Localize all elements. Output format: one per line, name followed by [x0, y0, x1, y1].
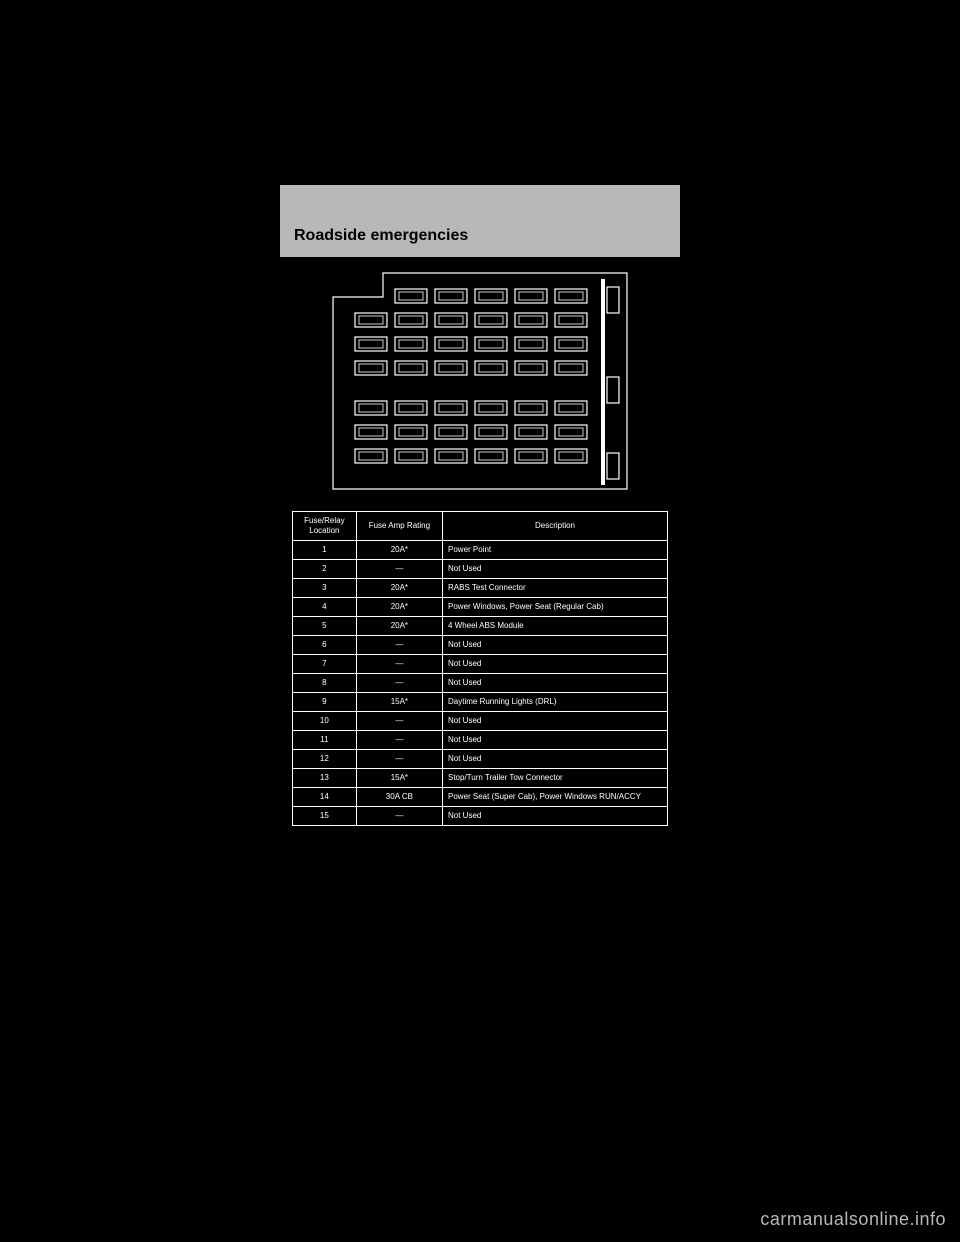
table-header-cell: Fuse Amp Rating	[356, 512, 442, 541]
table-cell: Not Used	[443, 750, 668, 769]
table-row: 15—Not Used	[293, 807, 668, 826]
table-cell: 10	[293, 712, 357, 731]
watermark: carmanualsonline.info	[760, 1209, 946, 1230]
table-cell: 4 Wheel ABS Module	[443, 617, 668, 636]
table-row: 1315A*Stop/Turn Trailer Tow Connector	[293, 769, 668, 788]
table-cell: Not Used	[443, 731, 668, 750]
table-cell: 30A CB	[356, 788, 442, 807]
table-row: 11—Not Used	[293, 731, 668, 750]
table-row: 12—Not Used	[293, 750, 668, 769]
table-cell: 6	[293, 636, 357, 655]
table-cell: Not Used	[443, 807, 668, 826]
table-cell: 8	[293, 674, 357, 693]
table-row: 320A*RABS Test Connector	[293, 579, 668, 598]
table-cell: —	[356, 560, 442, 579]
table-cell: Not Used	[443, 636, 668, 655]
page-title: Roadside emergencies	[294, 227, 666, 245]
table-row: 6—Not Used	[293, 636, 668, 655]
table-cell: Power Point	[443, 541, 668, 560]
table-cell: Not Used	[443, 655, 668, 674]
table-row: 1430A CBPower Seat (Super Cab), Power Wi…	[293, 788, 668, 807]
table-cell: 7	[293, 655, 357, 674]
table-row: 7—Not Used	[293, 655, 668, 674]
table-header-row: Fuse/Relay LocationFuse Amp RatingDescri…	[293, 512, 668, 541]
table-row: 2—Not Used	[293, 560, 668, 579]
table-cell: RABS Test Connector	[443, 579, 668, 598]
table-cell: Not Used	[443, 674, 668, 693]
table-cell: 5	[293, 617, 357, 636]
table-row: 120A*Power Point	[293, 541, 668, 560]
table-row: 10—Not Used	[293, 712, 668, 731]
table-cell: Not Used	[443, 560, 668, 579]
fuse-table-container: Fuse/Relay LocationFuse Amp RatingDescri…	[280, 505, 680, 826]
fuse-box-illustration	[325, 267, 635, 497]
table-row: 420A*Power Windows, Power Seat (Regular …	[293, 598, 668, 617]
table-cell: 15A*	[356, 769, 442, 788]
table-row: 915A*Daytime Running Lights (DRL)	[293, 693, 668, 712]
table-cell: —	[356, 731, 442, 750]
fuse-diagram	[280, 257, 680, 505]
table-cell: —	[356, 674, 442, 693]
table-cell: —	[356, 636, 442, 655]
table-cell: —	[356, 712, 442, 731]
table-cell: Power Seat (Super Cab), Power Windows RU…	[443, 788, 668, 807]
table-cell: 4	[293, 598, 357, 617]
table-cell: 9	[293, 693, 357, 712]
table-cell: 12	[293, 750, 357, 769]
table-header-cell: Fuse/Relay Location	[293, 512, 357, 541]
table-cell: 20A*	[356, 598, 442, 617]
table-cell: 14	[293, 788, 357, 807]
fuse-table: Fuse/Relay LocationFuse Amp RatingDescri…	[292, 511, 668, 826]
table-cell: —	[356, 655, 442, 674]
table-cell: Power Windows, Power Seat (Regular Cab)	[443, 598, 668, 617]
table-cell: 20A*	[356, 617, 442, 636]
table-cell: 3	[293, 579, 357, 598]
table-cell: 15	[293, 807, 357, 826]
table-cell: Daytime Running Lights (DRL)	[443, 693, 668, 712]
table-cell: 15A*	[356, 693, 442, 712]
table-cell: 1	[293, 541, 357, 560]
table-cell: Not Used	[443, 712, 668, 731]
table-cell: 13	[293, 769, 357, 788]
table-cell: 20A*	[356, 579, 442, 598]
table-cell: Stop/Turn Trailer Tow Connector	[443, 769, 668, 788]
table-cell: 11	[293, 731, 357, 750]
table-cell: 2	[293, 560, 357, 579]
table-header-cell: Description	[443, 512, 668, 541]
table-row: 520A*4 Wheel ABS Module	[293, 617, 668, 636]
table-cell: —	[356, 807, 442, 826]
section-header: Roadside emergencies	[280, 185, 680, 257]
table-cell: 20A*	[356, 541, 442, 560]
table-row: 8—Not Used	[293, 674, 668, 693]
table-cell: —	[356, 750, 442, 769]
